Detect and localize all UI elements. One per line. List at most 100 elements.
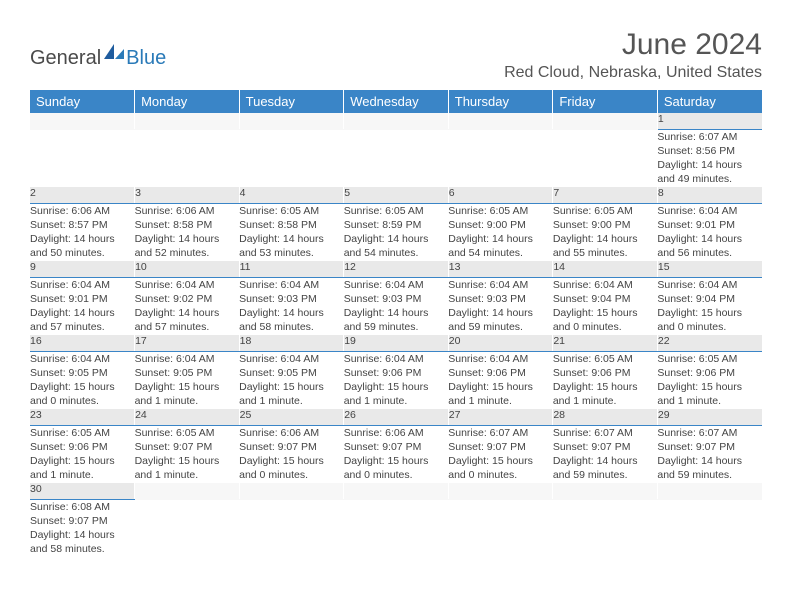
day-number-cell	[448, 483, 553, 499]
sunset-line: Sunset: 8:57 PM	[30, 218, 135, 232]
day-detail-cell: Sunrise: 6:05 AMSunset: 9:06 PMDaylight:…	[30, 425, 135, 483]
calendar-table: Sunday Monday Tuesday Wednesday Thursday…	[30, 90, 762, 557]
daylight-line: Daylight: 14 hours and 54 minutes.	[448, 232, 553, 260]
sunset-line: Sunset: 9:00 PM	[553, 218, 658, 232]
logo-text-general: General	[30, 47, 101, 70]
day-detail-row: Sunrise: 6:07 AMSunset: 8:56 PMDaylight:…	[30, 129, 762, 187]
day-number-cell	[30, 113, 135, 129]
sunset-line: Sunset: 8:58 PM	[135, 218, 240, 232]
day-detail-cell	[30, 129, 135, 187]
sunrise-line: Sunrise: 6:05 AM	[553, 352, 658, 366]
sunset-line: Sunset: 9:04 PM	[553, 292, 658, 306]
day-number-cell	[553, 113, 658, 129]
daylight-line: Daylight: 14 hours and 49 minutes.	[657, 158, 762, 186]
day-number-row: 23242526272829	[30, 409, 762, 425]
day-detail-row: Sunrise: 6:04 AMSunset: 9:05 PMDaylight:…	[30, 351, 762, 409]
day-detail-cell: Sunrise: 6:07 AMSunset: 8:56 PMDaylight:…	[657, 129, 762, 187]
day-detail-cell	[448, 129, 553, 187]
day-detail-cell: Sunrise: 6:05 AMSunset: 9:00 PMDaylight:…	[448, 203, 553, 261]
day-detail-cell: Sunrise: 6:06 AMSunset: 8:58 PMDaylight:…	[135, 203, 240, 261]
day-number-cell	[344, 113, 449, 129]
day-detail-cell: Sunrise: 6:07 AMSunset: 9:07 PMDaylight:…	[657, 425, 762, 483]
day-detail-cell: Sunrise: 6:07 AMSunset: 9:07 PMDaylight:…	[553, 425, 658, 483]
daylight-line: Daylight: 15 hours and 1 minute.	[135, 380, 240, 408]
day-number-cell	[135, 483, 240, 499]
sunrise-line: Sunrise: 6:04 AM	[344, 352, 449, 366]
sunset-line: Sunset: 9:07 PM	[448, 440, 553, 454]
sunrise-line: Sunrise: 6:04 AM	[30, 352, 135, 366]
day-number-cell	[239, 483, 344, 499]
day-number-cell: 5	[344, 187, 449, 203]
daylight-line: Daylight: 14 hours and 55 minutes.	[553, 232, 658, 260]
daylight-line: Daylight: 15 hours and 0 minutes.	[30, 380, 135, 408]
daylight-line: Daylight: 15 hours and 0 minutes.	[344, 454, 449, 482]
sunset-line: Sunset: 9:07 PM	[135, 440, 240, 454]
sunrise-line: Sunrise: 6:05 AM	[135, 426, 240, 440]
day-number-cell: 22	[657, 335, 762, 351]
sunset-line: Sunset: 9:01 PM	[30, 292, 135, 306]
daylight-line: Daylight: 14 hours and 57 minutes.	[30, 306, 135, 334]
sunrise-line: Sunrise: 6:04 AM	[657, 278, 762, 292]
sunset-line: Sunset: 9:06 PM	[553, 366, 658, 380]
sunset-line: Sunset: 8:56 PM	[657, 144, 762, 158]
day-detail-cell: Sunrise: 6:04 AMSunset: 9:06 PMDaylight:…	[448, 351, 553, 409]
day-number-cell: 16	[30, 335, 135, 351]
day-number-cell	[344, 483, 449, 499]
day-detail-cell	[135, 129, 240, 187]
day-number-cell: 24	[135, 409, 240, 425]
title-block: June 2024 Red Cloud, Nebraska, United St…	[504, 28, 762, 82]
day-detail-cell: Sunrise: 6:04 AMSunset: 9:05 PMDaylight:…	[30, 351, 135, 409]
day-number-cell: 8	[657, 187, 762, 203]
day-detail-cell: Sunrise: 6:06 AMSunset: 9:07 PMDaylight:…	[239, 425, 344, 483]
day-detail-cell: Sunrise: 6:04 AMSunset: 9:02 PMDaylight:…	[135, 277, 240, 335]
daylight-line: Daylight: 15 hours and 1 minute.	[135, 454, 240, 482]
day-number-cell: 18	[239, 335, 344, 351]
sunset-line: Sunset: 9:06 PM	[448, 366, 553, 380]
day-number-cell: 11	[239, 261, 344, 277]
day-detail-cell: Sunrise: 6:07 AMSunset: 9:07 PMDaylight:…	[448, 425, 553, 483]
sunrise-line: Sunrise: 6:06 AM	[344, 426, 449, 440]
day-detail-cell: Sunrise: 6:04 AMSunset: 9:04 PMDaylight:…	[553, 277, 658, 335]
daylight-line: Daylight: 15 hours and 1 minute.	[344, 380, 449, 408]
day-detail-row: Sunrise: 6:05 AMSunset: 9:06 PMDaylight:…	[30, 425, 762, 483]
daylight-line: Daylight: 14 hours and 58 minutes.	[30, 528, 135, 556]
day-number-cell: 10	[135, 261, 240, 277]
sunset-line: Sunset: 9:02 PM	[135, 292, 240, 306]
logo-sail-icon	[104, 44, 126, 65]
sunrise-line: Sunrise: 6:05 AM	[553, 204, 658, 218]
sunset-line: Sunset: 9:05 PM	[30, 366, 135, 380]
sunrise-line: Sunrise: 6:05 AM	[30, 426, 135, 440]
day-number-row: 30	[30, 483, 762, 499]
day-number-cell: 27	[448, 409, 553, 425]
sunrise-line: Sunrise: 6:06 AM	[30, 204, 135, 218]
sunrise-line: Sunrise: 6:04 AM	[239, 352, 344, 366]
day-number-cell: 25	[239, 409, 344, 425]
day-detail-cell: Sunrise: 6:04 AMSunset: 9:05 PMDaylight:…	[239, 351, 344, 409]
day-detail-cell: Sunrise: 6:04 AMSunset: 9:06 PMDaylight:…	[344, 351, 449, 409]
day-number-cell: 23	[30, 409, 135, 425]
day-number-cell: 1	[657, 113, 762, 129]
sunset-line: Sunset: 9:05 PM	[135, 366, 240, 380]
sunset-line: Sunset: 9:03 PM	[448, 292, 553, 306]
sunrise-line: Sunrise: 6:05 AM	[448, 204, 553, 218]
daylight-line: Daylight: 15 hours and 0 minutes.	[239, 454, 344, 482]
sunrise-line: Sunrise: 6:04 AM	[344, 278, 449, 292]
day-number-cell: 12	[344, 261, 449, 277]
day-number-cell: 19	[344, 335, 449, 351]
day-number-cell: 7	[553, 187, 658, 203]
day-detail-cell: Sunrise: 6:05 AMSunset: 8:58 PMDaylight:…	[239, 203, 344, 261]
daylight-line: Daylight: 14 hours and 58 minutes.	[239, 306, 344, 334]
daylight-line: Daylight: 14 hours and 53 minutes.	[239, 232, 344, 260]
weekday-header: Tuesday	[239, 90, 344, 113]
day-number-cell: 4	[239, 187, 344, 203]
day-detail-cell: Sunrise: 6:05 AMSunset: 9:06 PMDaylight:…	[553, 351, 658, 409]
daylight-line: Daylight: 14 hours and 59 minutes.	[448, 306, 553, 334]
daylight-line: Daylight: 15 hours and 1 minute.	[657, 380, 762, 408]
day-detail-cell	[553, 499, 658, 557]
day-number-cell: 15	[657, 261, 762, 277]
daylight-line: Daylight: 14 hours and 59 minutes.	[553, 454, 658, 482]
sunset-line: Sunset: 9:06 PM	[30, 440, 135, 454]
sunrise-line: Sunrise: 6:07 AM	[448, 426, 553, 440]
sunset-line: Sunset: 9:07 PM	[344, 440, 449, 454]
location: Red Cloud, Nebraska, United States	[504, 64, 762, 82]
